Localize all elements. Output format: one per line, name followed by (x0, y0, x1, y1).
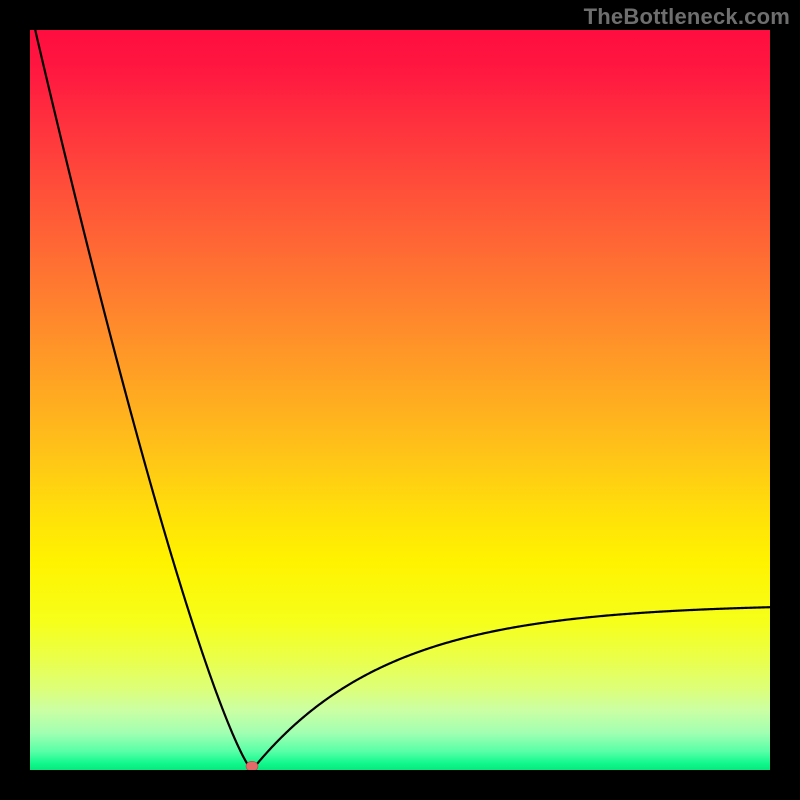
watermark-text: TheBottleneck.com (584, 4, 790, 30)
frame-border (0, 770, 800, 800)
frame-border (0, 0, 30, 800)
bottleneck-chart (0, 0, 800, 800)
frame-border (770, 0, 800, 800)
chart-container: TheBottleneck.com (0, 0, 800, 800)
optimum-marker (246, 761, 258, 771)
